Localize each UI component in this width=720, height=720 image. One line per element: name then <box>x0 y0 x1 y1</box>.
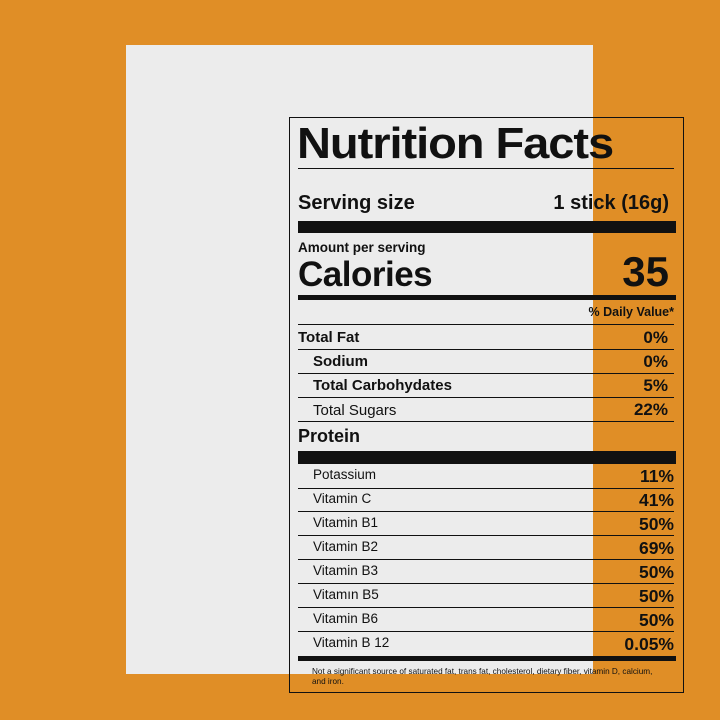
divider <box>298 168 674 169</box>
thick-divider <box>298 451 676 464</box>
nutrient-label-sodium: Sodium <box>313 353 368 370</box>
vitamin-value-b1: 50% <box>638 514 674 534</box>
divider <box>298 559 674 560</box>
vitamin-label-b3: Vitamin B3 <box>313 563 379 578</box>
thick-divider <box>298 221 676 233</box>
nutrient-value-sodium: 0% <box>643 352 668 371</box>
divider <box>298 324 674 325</box>
vitamin-value-b6: 50% <box>638 610 674 630</box>
serving-size-value: 1 stick (16g) <box>553 192 669 214</box>
divider <box>298 488 674 489</box>
nutrient-value-total-sugars: 22% <box>633 400 668 419</box>
vitamin-label-c: Vitamin C <box>313 491 372 506</box>
medium-divider <box>298 295 676 300</box>
nutrition-facts-label: Nutrition Facts Serving size 1 stick (16… <box>289 117 684 693</box>
divider <box>298 583 674 584</box>
vitamin-label-b2: Vitamin B2 <box>313 539 379 554</box>
divider <box>298 421 674 422</box>
calories-label: Calories <box>298 255 433 294</box>
calories-value: 35 <box>622 248 669 295</box>
label-card: Nutrition Facts Serving size 1 stick (16… <box>126 45 684 693</box>
amount-per-serving: Amount per serving <box>298 240 426 255</box>
divider <box>298 373 674 374</box>
nutrient-label-total-carbohydrates: Total Carbohydates <box>313 377 452 394</box>
vitamin-label-b1: Vitamin B1 <box>313 515 379 530</box>
divider <box>298 349 674 350</box>
divider <box>298 397 674 398</box>
label-title: Nutrition Facts <box>297 119 614 168</box>
vitamin-label-b12: Vitamin B 12 <box>313 635 390 650</box>
nutrient-label-total-sugars: Total Sugars <box>313 402 397 419</box>
nutrient-label-total-fat: Total Fat <box>298 329 360 346</box>
vitamin-value-b12: 0.05% <box>624 634 674 654</box>
nutrient-value-total-carbohydrates: 5% <box>643 376 668 395</box>
daily-value-header: % Daily Value* <box>588 305 674 319</box>
medium-divider <box>298 656 676 661</box>
divider <box>298 607 674 608</box>
divider <box>298 535 674 536</box>
footnote: Not a significant source of saturated fa… <box>312 667 653 686</box>
vitamin-value-c: 41% <box>638 490 674 510</box>
vitamin-label-potassium: Potassium <box>313 467 377 482</box>
vitamin-value-potassium: 11% <box>639 466 674 486</box>
vitamin-label-b5: Vitamın B5 <box>313 587 379 602</box>
vitamin-value-b2: 69% <box>638 538 674 558</box>
serving-size-label: Serving size <box>298 192 415 214</box>
nutrient-value-total-fat: 0% <box>643 328 668 347</box>
divider <box>298 631 674 632</box>
divider <box>298 511 674 512</box>
vitamin-value-b3: 50% <box>638 562 674 582</box>
vitamin-value-b5: 50% <box>638 586 674 606</box>
nutrient-label-protein: Protein <box>298 426 361 446</box>
vitamin-label-b6: Vitamin B6 <box>313 611 379 626</box>
